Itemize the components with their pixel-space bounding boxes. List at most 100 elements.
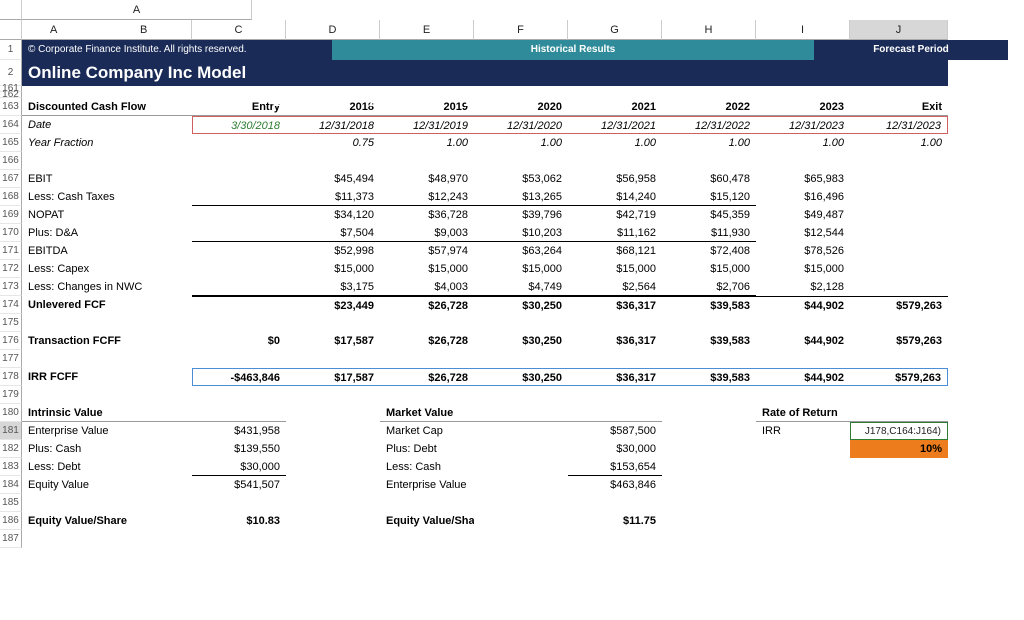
- col-header-E[interactable]: E: [380, 20, 474, 40]
- market-value[interactable]: $153,654: [568, 458, 662, 476]
- data-cell[interactable]: $13,265: [474, 188, 568, 206]
- evps-value-m[interactable]: $11.75: [568, 512, 662, 530]
- data-cell[interactable]: $17,587: [286, 332, 380, 350]
- data-cell[interactable]: 1.00: [380, 134, 474, 152]
- data-cell[interactable]: $3,175: [286, 278, 380, 296]
- row-header-167[interactable]: 167: [0, 170, 22, 188]
- row-header-171[interactable]: 171: [0, 242, 22, 260]
- data-cell[interactable]: $44,902: [756, 296, 850, 314]
- row-header-165[interactable]: 165: [0, 134, 22, 152]
- data-cell[interactable]: $12,544: [756, 224, 850, 242]
- data-cell[interactable]: [192, 242, 286, 260]
- data-cell[interactable]: [192, 296, 286, 314]
- data-cell[interactable]: $579,263: [850, 368, 948, 386]
- row-header-185[interactable]: 185: [0, 494, 22, 512]
- row-header-176[interactable]: 176: [0, 332, 22, 350]
- data-cell[interactable]: $39,583: [662, 332, 756, 350]
- data-cell[interactable]: $16,496: [756, 188, 850, 206]
- dcf-date[interactable]: 12/31/2023: [850, 116, 948, 134]
- data-cell[interactable]: 1.00: [662, 134, 756, 152]
- row-header-166[interactable]: 166: [0, 152, 22, 170]
- row-header-184[interactable]: 184: [0, 476, 22, 494]
- data-cell[interactable]: $63,264: [474, 242, 568, 260]
- entry-date[interactable]: 3/30/2018: [192, 116, 286, 134]
- row-header-174[interactable]: 174: [0, 296, 22, 314]
- row-header-183[interactable]: 183: [0, 458, 22, 476]
- col-header-I[interactable]: I: [756, 20, 850, 40]
- data-cell[interactable]: [192, 260, 286, 278]
- row-header-169[interactable]: 169: [0, 206, 22, 224]
- dcf-date[interactable]: 12/31/2018: [286, 116, 380, 134]
- data-cell[interactable]: $60,478: [662, 170, 756, 188]
- data-cell[interactable]: $4,003: [380, 278, 474, 296]
- data-cell[interactable]: $26,728: [380, 332, 474, 350]
- data-cell[interactable]: $34,120: [286, 206, 380, 224]
- row-header-175[interactable]: 175: [0, 314, 22, 332]
- market-value[interactable]: $30,000: [568, 440, 662, 458]
- data-cell[interactable]: [850, 224, 948, 242]
- data-cell[interactable]: $45,359: [662, 206, 756, 224]
- row-header-163[interactable]: 163: [0, 98, 22, 116]
- data-cell[interactable]: $45,494: [286, 170, 380, 188]
- data-cell[interactable]: $15,000: [568, 260, 662, 278]
- evps-value[interactable]: $10.83: [192, 512, 286, 530]
- market-value[interactable]: $587,500: [568, 422, 662, 440]
- col-header-D[interactable]: D: [286, 20, 380, 40]
- data-cell[interactable]: $579,263: [850, 332, 948, 350]
- data-cell[interactable]: $12,243: [380, 188, 474, 206]
- intrinsic-value[interactable]: $139,550: [192, 440, 286, 458]
- row-header-187[interactable]: 187: [0, 530, 22, 548]
- data-cell[interactable]: $30,250: [474, 332, 568, 350]
- dcf-date[interactable]: 12/31/2019: [380, 116, 474, 134]
- data-cell[interactable]: $39,583: [662, 296, 756, 314]
- row-header-179[interactable]: 179: [0, 386, 22, 404]
- dcf-date[interactable]: 12/31/2023: [756, 116, 850, 134]
- data-cell[interactable]: $14,240: [568, 188, 662, 206]
- row-header-182[interactable]: 182: [0, 440, 22, 458]
- market-value[interactable]: $463,846: [568, 476, 662, 494]
- data-cell[interactable]: $78,526: [756, 242, 850, 260]
- data-cell[interactable]: $39,583: [662, 368, 756, 386]
- data-cell[interactable]: $39,796: [474, 206, 568, 224]
- data-cell[interactable]: $52,998: [286, 242, 380, 260]
- data-cell[interactable]: $15,000: [474, 260, 568, 278]
- col-header-AB[interactable]: AB: [22, 20, 192, 40]
- data-cell[interactable]: 1.00: [756, 134, 850, 152]
- data-cell[interactable]: [850, 260, 948, 278]
- data-cell[interactable]: $15,120: [662, 188, 756, 206]
- spreadsheet-grid[interactable]: ABCDEFGHIJ1© Corporate Finance Institute…: [0, 20, 1024, 548]
- data-cell[interactable]: $44,902: [756, 368, 850, 386]
- data-cell[interactable]: $68,121: [568, 242, 662, 260]
- row-header-1[interactable]: 1: [0, 40, 22, 60]
- data-cell[interactable]: 1.00: [850, 134, 948, 152]
- data-cell[interactable]: [850, 170, 948, 188]
- data-cell[interactable]: $49,487: [756, 206, 850, 224]
- data-cell[interactable]: $4,749: [474, 278, 568, 296]
- data-cell[interactable]: $56,958: [568, 170, 662, 188]
- row-header-178[interactable]: 178: [0, 368, 22, 386]
- data-cell[interactable]: [192, 206, 286, 224]
- row-header-164[interactable]: 164: [0, 116, 22, 134]
- data-cell[interactable]: $15,000: [756, 260, 850, 278]
- col-header-H[interactable]: H: [662, 20, 756, 40]
- data-cell[interactable]: $72,408: [662, 242, 756, 260]
- data-cell[interactable]: $26,728: [380, 368, 474, 386]
- dcf-date[interactable]: 12/31/2022: [662, 116, 756, 134]
- row-header-173[interactable]: 173: [0, 278, 22, 296]
- data-cell[interactable]: $36,728: [380, 206, 474, 224]
- data-cell[interactable]: $26,728: [380, 296, 474, 314]
- data-cell[interactable]: $23,449: [286, 296, 380, 314]
- data-cell[interactable]: $0: [192, 332, 286, 350]
- col-header-C[interactable]: C: [192, 20, 286, 40]
- data-cell[interactable]: 0.75: [286, 134, 380, 152]
- data-cell[interactable]: 1.00: [568, 134, 662, 152]
- row-header-170[interactable]: 170: [0, 224, 22, 242]
- data-cell[interactable]: $11,162: [568, 224, 662, 242]
- intrinsic-value[interactable]: $541,507: [192, 476, 286, 494]
- row-header-177[interactable]: 177: [0, 350, 22, 368]
- data-cell[interactable]: $36,317: [568, 332, 662, 350]
- data-cell[interactable]: [192, 188, 286, 206]
- data-cell[interactable]: [850, 278, 948, 296]
- data-cell[interactable]: [850, 188, 948, 206]
- data-cell[interactable]: $57,974: [380, 242, 474, 260]
